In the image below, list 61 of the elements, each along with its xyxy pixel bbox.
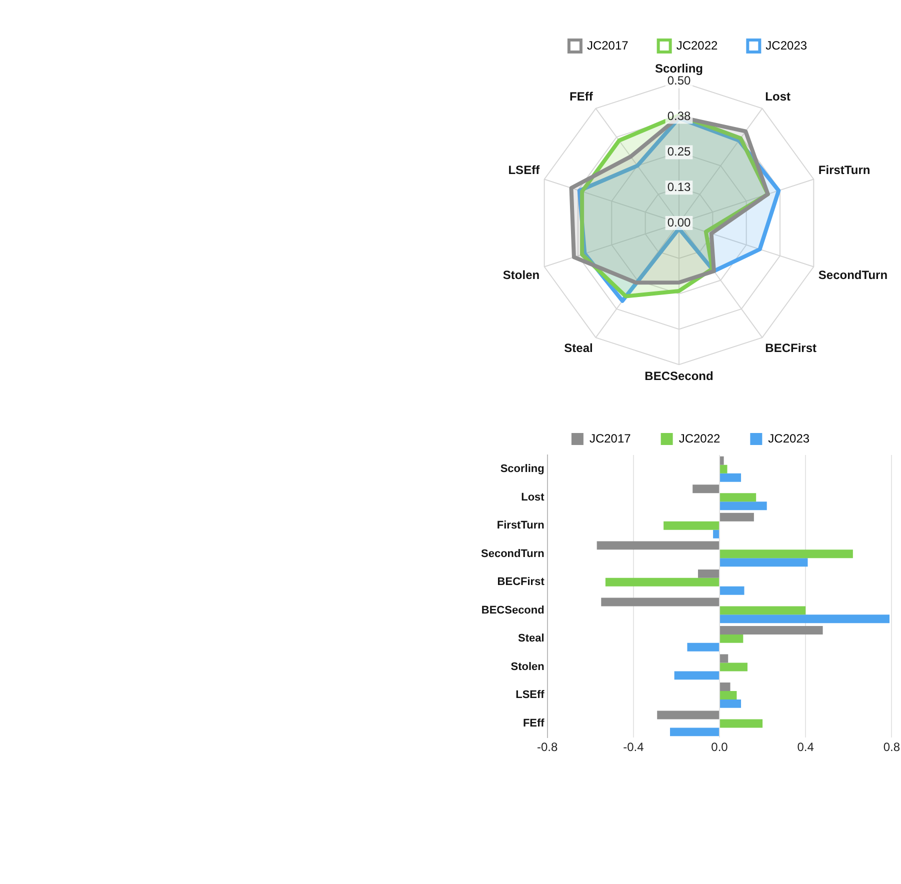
bar <box>720 456 724 465</box>
bar <box>670 728 720 736</box>
bar <box>596 541 720 550</box>
legend-label: JC2023 <box>768 431 810 446</box>
bar <box>720 502 767 510</box>
x-tick-label: 0.8 <box>883 740 900 754</box>
bar <box>720 586 744 595</box>
bar <box>720 606 806 615</box>
bar <box>720 634 744 643</box>
spoke-label: Steal <box>564 341 593 356</box>
bar <box>720 473 742 482</box>
bar <box>720 614 890 624</box>
y-tick-label: FEff <box>522 718 545 730</box>
bar <box>713 530 720 538</box>
x-tick-label: -0.8 <box>537 740 558 754</box>
bar <box>720 558 808 567</box>
y-tick-label: Scorling <box>500 463 544 476</box>
bar <box>720 464 728 474</box>
bar <box>601 598 720 606</box>
bar <box>720 654 728 663</box>
bar <box>720 550 853 558</box>
y-tick-label: BECSecond <box>481 604 544 616</box>
y-tick-label: FirstTurn <box>496 520 545 532</box>
legend-label: JC2022 <box>678 431 721 446</box>
spoke-label: BECFirst <box>765 341 817 356</box>
y-tick-label: 0.50 <box>667 74 691 88</box>
spoke-label: FEff <box>570 90 594 104</box>
y-tick-label: LSEff <box>516 689 545 702</box>
spoke-label: SecondTurn <box>818 268 888 282</box>
spoke-label: FirstTurn <box>818 162 870 177</box>
y-tick-label: 0.25 <box>667 144 691 159</box>
bar <box>720 512 754 522</box>
x-tick-label: 0.0 <box>711 740 728 754</box>
bar <box>720 493 756 502</box>
bar <box>720 626 823 634</box>
y-tick-label: Lost <box>521 491 545 504</box>
y-tick-label: Steal <box>518 632 544 645</box>
y-tick-label: BECFirst <box>497 576 545 588</box>
y-tick-label: Stolen <box>510 660 545 673</box>
bar <box>657 710 720 720</box>
legend-label: JC2023 <box>766 38 808 52</box>
bar <box>720 682 730 691</box>
bar <box>698 569 720 578</box>
bar <box>687 642 720 652</box>
y-tick-label: 0.13 <box>667 180 691 194</box>
spoke-label: Lost <box>765 90 791 104</box>
bar <box>720 719 763 728</box>
x-tick-label: -0.4 <box>623 740 644 754</box>
legend-label: JC2022 <box>676 38 718 52</box>
bar <box>720 662 748 672</box>
x-tick-label: 0.4 <box>797 740 814 754</box>
y-tick-label: SecondTurn <box>480 548 545 560</box>
bar <box>674 671 720 680</box>
bar <box>664 521 720 530</box>
bar <box>720 690 737 700</box>
y-tick-label: 0.00 <box>667 215 691 230</box>
bar <box>605 578 720 586</box>
legend-label: JC2017 <box>586 38 629 52</box>
bar <box>720 699 742 708</box>
bar <box>692 484 720 494</box>
legend-label: JC2017 <box>589 431 632 446</box>
